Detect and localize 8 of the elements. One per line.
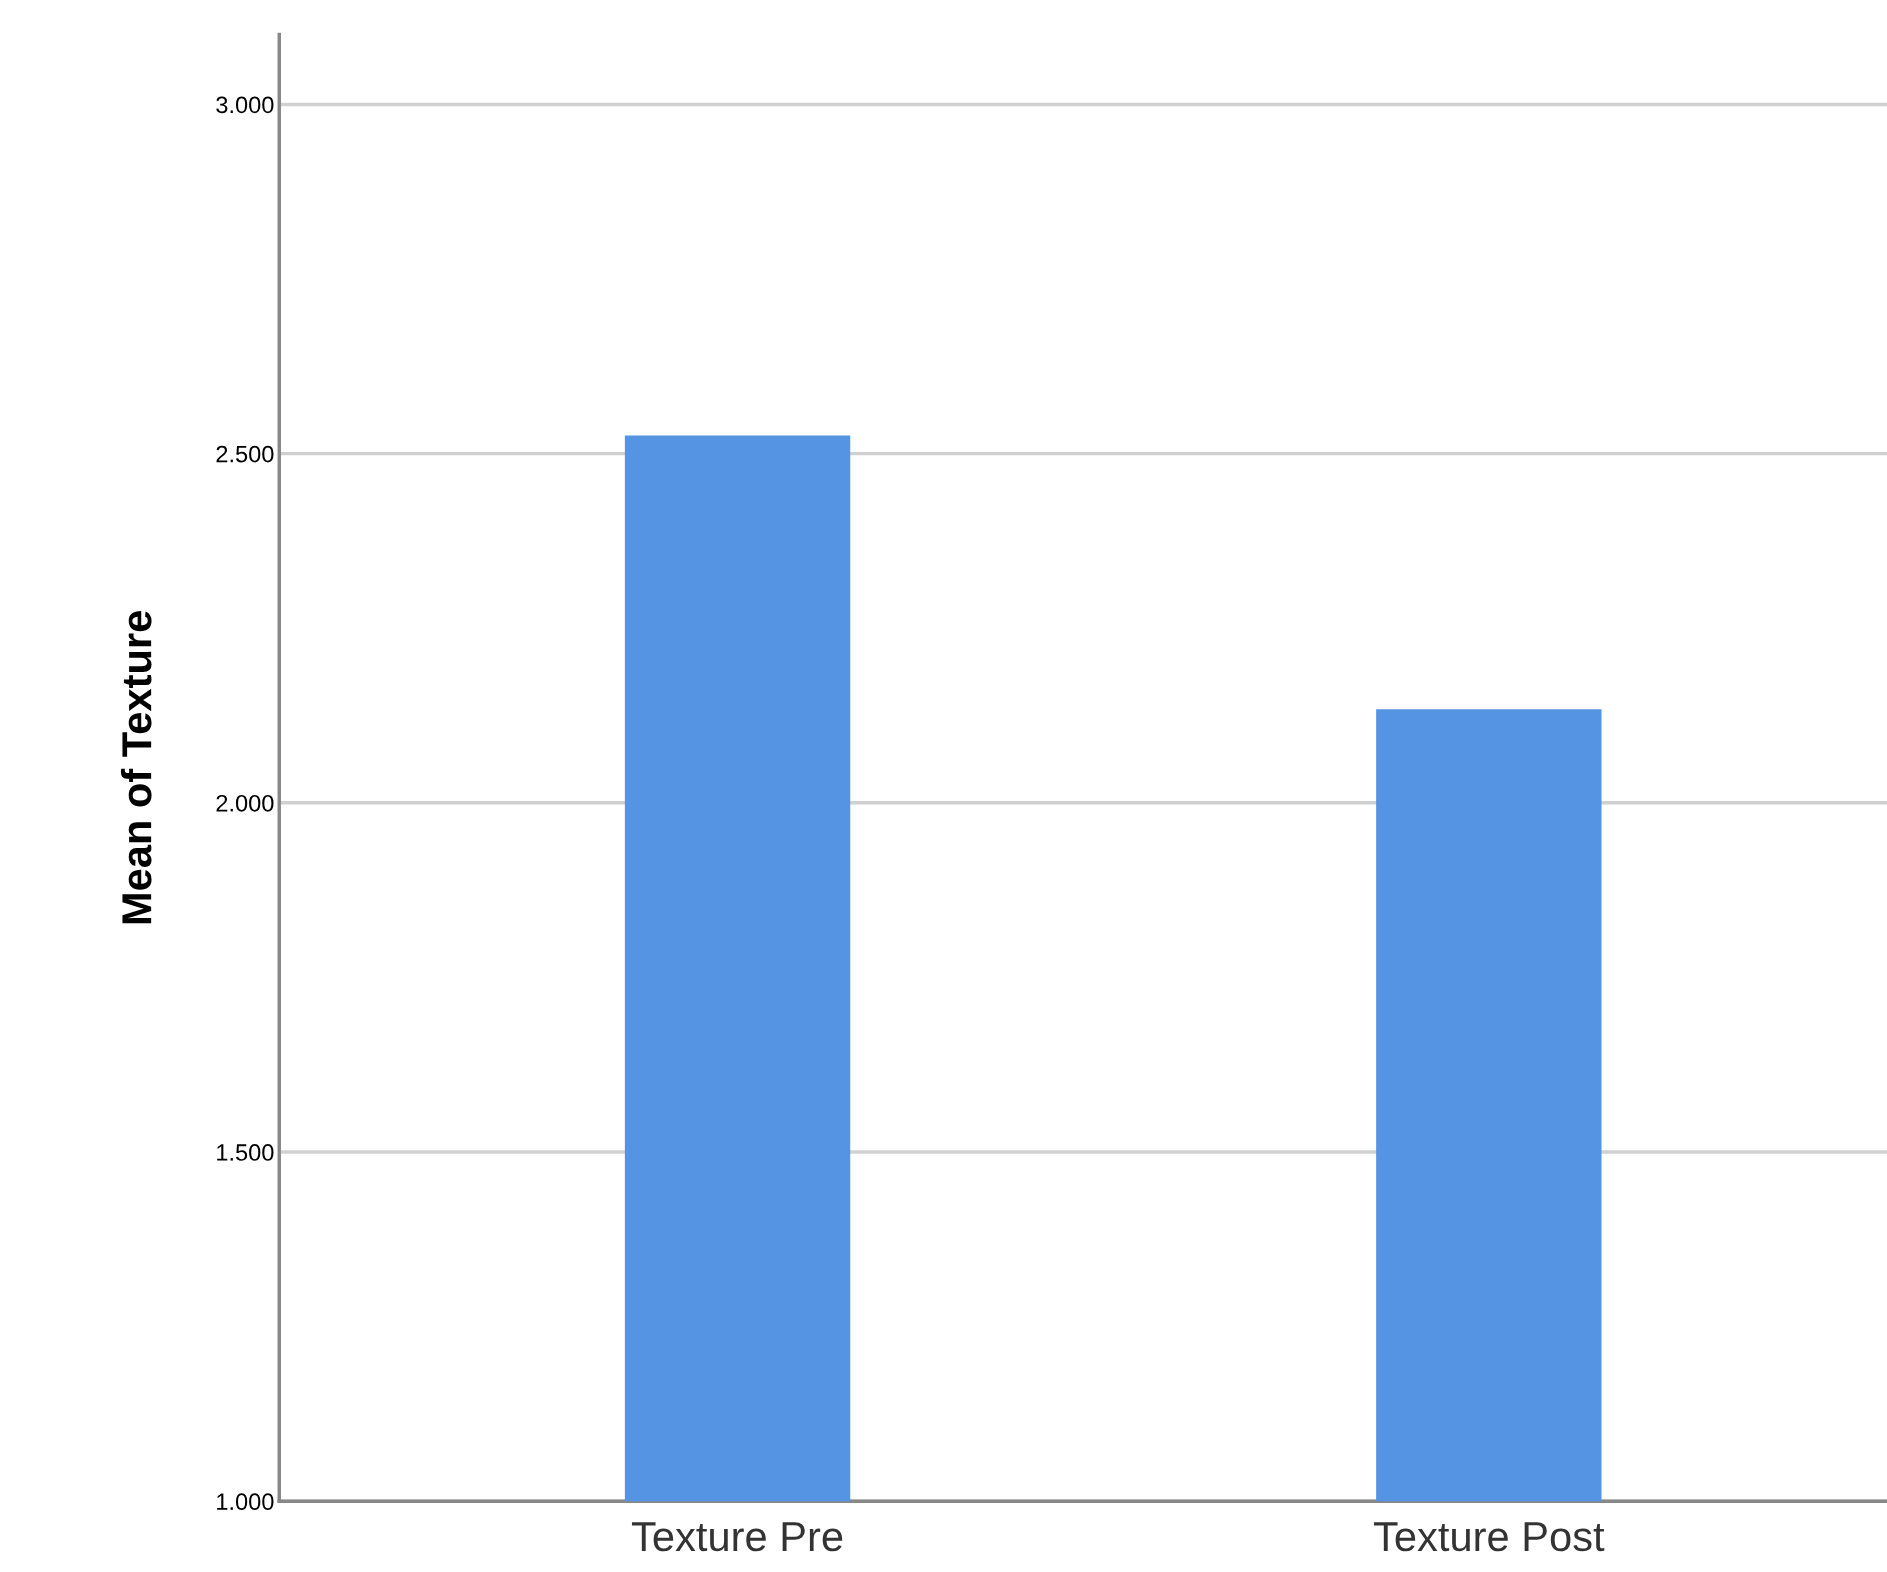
y-tick-label: 3.000 <box>216 96 274 114</box>
y-tick-label: 1.500 <box>217 1144 274 1161</box>
y-tick-label: 2.000 <box>216 794 274 812</box>
y-tick-label: 2.500 <box>216 445 274 463</box>
x-tick-label: Texture Pre <box>631 1522 843 1552</box>
x-tick-label: Texture Post <box>1373 1522 1605 1552</box>
y-tick-label: 1.000 <box>217 1493 274 1511</box>
y-axis-title: Mean of Texture <box>120 611 152 924</box>
